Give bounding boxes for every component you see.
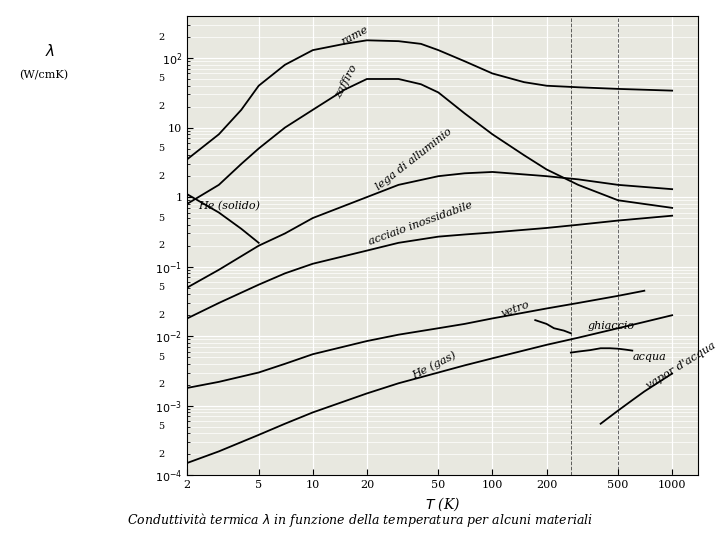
Text: 5: 5 — [158, 422, 164, 431]
Text: 2: 2 — [158, 380, 164, 389]
Text: vetro: vetro — [500, 300, 531, 319]
Text: Conduttività termica $\lambda$ in funzione della temperatura per alcuni material: Conduttività termica $\lambda$ in funzio… — [127, 511, 593, 529]
Text: $\lambda$: $\lambda$ — [45, 43, 55, 59]
Text: He (solido): He (solido) — [198, 201, 260, 211]
Text: 2: 2 — [158, 241, 164, 250]
Text: 5: 5 — [158, 144, 164, 153]
Text: vapor d'acqua: vapor d'acqua — [644, 341, 717, 392]
Text: 5: 5 — [158, 75, 164, 84]
Text: 2: 2 — [158, 32, 164, 42]
Text: 2: 2 — [158, 450, 164, 459]
Text: ghiaccio: ghiaccio — [588, 321, 635, 331]
X-axis label: $T$ (K): $T$ (K) — [425, 496, 461, 514]
Text: rame: rame — [339, 24, 369, 47]
Text: (W/cmK): (W/cmK) — [19, 70, 68, 80]
Text: lega di alluminio: lega di alluminio — [374, 126, 454, 192]
Text: 5: 5 — [158, 353, 164, 362]
Text: 2: 2 — [158, 172, 164, 181]
Text: 2: 2 — [158, 102, 164, 111]
Text: 5: 5 — [158, 213, 164, 222]
Text: He (gas): He (gas) — [410, 349, 458, 381]
Text: acqua: acqua — [632, 352, 666, 362]
Text: 2: 2 — [158, 310, 164, 320]
Text: zaffiro: zaffiro — [333, 63, 359, 100]
Text: 5: 5 — [158, 283, 164, 292]
Text: acciaio inossidabile: acciaio inossidabile — [367, 200, 474, 247]
